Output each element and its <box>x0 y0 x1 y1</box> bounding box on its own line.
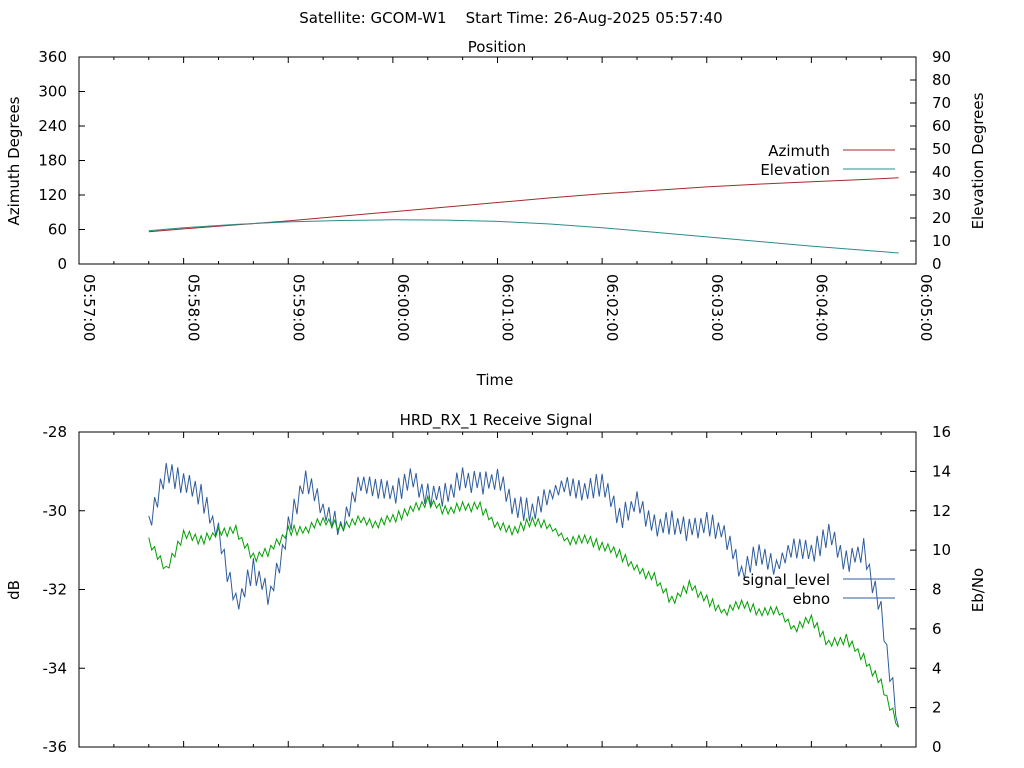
y2-tick-label: 40 <box>932 163 951 181</box>
y2-tick-label: 14 <box>932 462 951 480</box>
position-series <box>148 177 899 254</box>
legend-label-ebno: ebno <box>793 590 830 608</box>
y-tick-label: -32 <box>43 581 68 599</box>
x-tick-label: 05:57:00 <box>80 274 98 341</box>
signal-y-axis-label: dB <box>5 580 23 600</box>
series-line-ebno <box>148 494 900 728</box>
position-y2-axis-label: Elevation Degrees <box>969 92 987 229</box>
series-line-signal-level <box>148 462 900 728</box>
x-tick-label: 06:00:00 <box>394 274 412 341</box>
y2-tick-label: 0 <box>932 738 942 756</box>
y2-tick-label: 30 <box>932 186 951 204</box>
y-tick-label: 240 <box>38 117 67 135</box>
signal-chart-title: HRD_RX_1 Receive Signal <box>400 411 593 430</box>
signal-legend: signal_level ebno <box>742 571 895 608</box>
position-y-axis-label: Azimuth Degrees <box>5 96 23 225</box>
position-chart: Position 05:57:00 05:58:00 05:59:00 06:00:0… <box>5 38 987 389</box>
position-x-minor-ticks <box>78 57 917 264</box>
position-x-axis: 05:57:00 05:58:00 05:59:00 06:00:00 06:01:00… <box>80 274 935 341</box>
y2-tick-label: 10 <box>932 232 951 250</box>
y2-tick-label: 12 <box>932 502 951 520</box>
y2-tick-label: 90 <box>932 48 951 66</box>
x-tick-label: 06:05:00 <box>917 274 935 341</box>
x-tick-label: 06:03:00 <box>708 274 726 341</box>
figure-header: Satellite: GCOM-W1 Start Time: 26-Aug-20… <box>299 9 722 27</box>
x-tick-label: 06:02:00 <box>603 274 621 341</box>
y2-tick-label: 8 <box>932 581 942 599</box>
y-tick-label: -30 <box>43 502 68 520</box>
signal-y2-axis-label: Eb/No <box>969 568 987 612</box>
y2-tick-label: 0 <box>932 255 942 273</box>
y-tick-label: 120 <box>38 186 67 204</box>
y2-tick-label: 10 <box>932 541 951 559</box>
y2-tick-label: 20 <box>932 209 951 227</box>
y-tick-label: 60 <box>48 221 67 239</box>
y2-tick-label: 70 <box>932 94 951 112</box>
signal-plot-frame <box>78 431 917 748</box>
y-tick-label: -28 <box>43 423 68 441</box>
y2-tick-label: 60 <box>932 117 951 135</box>
signal-left-y-axis: -28 -30 -32 -34 -36 <box>43 423 85 756</box>
signal-right-y-axis: 0 2 4 6 8 10 12 14 16 <box>910 423 951 756</box>
y-tick-label: -36 <box>43 738 68 756</box>
legend-label-signal-level: signal_level <box>742 571 830 590</box>
legend-label-azimuth: Azimuth <box>768 142 830 160</box>
y2-tick-label: 6 <box>932 620 942 638</box>
legend-label-elevation: Elevation <box>760 161 830 179</box>
signal-series <box>148 462 900 728</box>
position-legend: Azimuth Elevation <box>760 142 895 179</box>
position-chart-title: Position <box>468 38 526 56</box>
y2-tick-label: 80 <box>932 71 951 89</box>
y-tick-label: 360 <box>38 48 67 66</box>
x-tick-label: 06:01:00 <box>499 274 517 341</box>
y-tick-label: -34 <box>43 659 68 677</box>
series-line-elevation <box>148 219 899 254</box>
y-tick-label: 300 <box>38 83 67 101</box>
position-x-axis-label: Time <box>476 371 514 389</box>
y2-tick-label: 50 <box>932 140 951 158</box>
y2-tick-label: 16 <box>932 423 951 441</box>
x-tick-label: 06:04:00 <box>812 274 830 341</box>
y-tick-label: 180 <box>38 152 67 170</box>
position-left-y-axis: 0 60 120 180 240 300 360 <box>38 48 85 273</box>
y-tick-label: 0 <box>57 255 67 273</box>
signal-chart: HRD_RX_1 Receive Signal -28-30-32-34-36 … <box>5 411 987 756</box>
y2-tick-label: 2 <box>932 699 942 717</box>
series-line-azimuth <box>148 177 899 233</box>
position-right-y-axis: 0 10 20 30 40 50 60 70 80 90 <box>910 48 951 273</box>
x-tick-label: 05:59:00 <box>289 274 307 341</box>
signal-x-minor-ticks <box>78 432 917 747</box>
x-tick-label: 05:58:00 <box>185 274 203 341</box>
y2-tick-label: 4 <box>932 659 942 677</box>
